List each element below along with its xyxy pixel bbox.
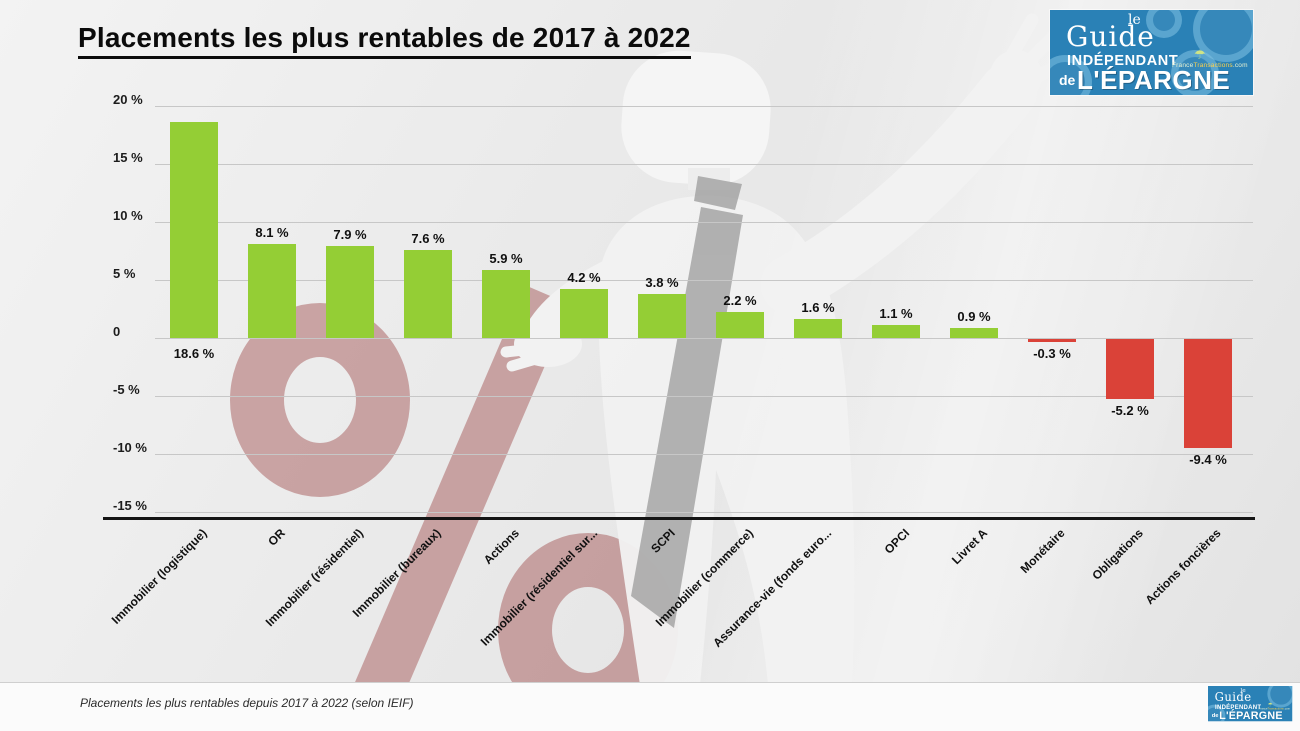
y-axis-tick-label: 10 % (113, 208, 143, 223)
bar (716, 312, 764, 338)
bar-value-label: 3.8 % (645, 274, 679, 290)
source-caption: Placements les plus rentables depuis 201… (80, 696, 414, 710)
umbrella-icon: ☂ (1194, 47, 1206, 62)
x-axis-category-label: Immobilier (logistique) (109, 526, 210, 627)
gridline (155, 222, 1253, 223)
bar-value-label: 7.9 % (333, 227, 367, 243)
x-axis-category-label: Obligations (1089, 526, 1146, 583)
bar-value-label: -5.2 % (1111, 403, 1149, 419)
x-axis-category-label: Actions foncières (1142, 526, 1224, 608)
bar (950, 327, 998, 338)
logo-word-guide: Guide (1214, 690, 1252, 704)
x-axis-category-label: Livret A (948, 526, 990, 568)
logo-word-de: de (1059, 72, 1076, 88)
bar (794, 319, 842, 338)
brand-logo-small: le Guide INDÉPENDANT ☂ FranceTransaction… (1208, 686, 1293, 722)
y-axis-tick-label: -10 % (113, 440, 147, 455)
x-axis-category-label: Immobilier (bureaux) (350, 526, 444, 620)
gridline (155, 396, 1253, 397)
bar (248, 244, 296, 338)
x-axis-category-label: OPCI (881, 526, 912, 557)
bar-value-label: 18.6 % (173, 346, 215, 361)
brand-logo-box: le Guide INDÉPENDANT ☂ FranceTransaction… (1208, 686, 1293, 722)
logo-word-epargne: L'ÉPARGNE (1219, 708, 1283, 722)
bar-value-label: 2.2 % (723, 293, 757, 309)
x-axis-category-label: OR (265, 526, 288, 549)
bar (1106, 339, 1154, 400)
bar (170, 122, 218, 338)
bar-value-label: -9.4 % (1189, 452, 1227, 468)
y-axis-tick-label: 15 % (113, 150, 143, 165)
y-axis-tick-label: 0 (113, 324, 121, 339)
logo-word-le: le (1128, 12, 1141, 28)
gridline (155, 106, 1253, 107)
y-axis-tick-label: 5 % (113, 266, 136, 281)
gridline (155, 338, 1253, 339)
gridline (155, 164, 1253, 165)
umbrella-icon: ☂ (1267, 701, 1273, 708)
logo-word-independant: INDÉPENDANT (1215, 703, 1262, 711)
tie-shape (631, 176, 743, 628)
brand-logo: le Guide INDÉPENDANT ☂ FranceTransaction… (1050, 10, 1253, 95)
logo-site-url: FranceTransactions.com (1258, 707, 1291, 711)
bubble-decoration (1193, 10, 1253, 62)
bar-value-label: 1.6 % (801, 300, 835, 316)
bar-value-label: 1.1 % (879, 306, 913, 322)
y-axis-tick-label: 20 % (113, 92, 143, 107)
bubble-decoration (1208, 704, 1226, 722)
bar-value-label: 5.9 % (489, 250, 523, 266)
logo-site-url: FranceTransactions.com (1172, 62, 1248, 69)
gridline (155, 454, 1253, 455)
logo-word-epargne: L'ÉPARGNE (1077, 65, 1231, 95)
y-axis-tick-label: -5 % (113, 382, 140, 397)
x-axis-category-label: SCPI (648, 526, 678, 556)
x-axis-line (103, 517, 1255, 520)
bar (1028, 339, 1076, 343)
bubble-decoration (1146, 10, 1182, 38)
bar-value-label: 0.9 % (957, 308, 991, 324)
bar (482, 269, 530, 338)
logo-word-le: le (1240, 686, 1246, 694)
bar (872, 325, 920, 338)
bar-value-label: 4.2 % (567, 270, 601, 286)
gridline (155, 512, 1253, 513)
logo-word-guide: Guide (1066, 20, 1155, 53)
bubble-decoration (1267, 686, 1293, 708)
bar (560, 289, 608, 338)
x-axis-category-label: Monétaire (1017, 526, 1068, 576)
bar (638, 293, 686, 338)
bar-value-label: -0.3 % (1033, 346, 1071, 362)
bar-value-label: 8.1 % (255, 225, 289, 241)
brand-logo-box: le Guide INDÉPENDANT ☂ FranceTransaction… (1050, 10, 1253, 95)
gridline (155, 280, 1253, 281)
footer-band: Placements les plus rentables depuis 201… (0, 682, 1300, 731)
bar (326, 246, 374, 338)
bar-value-label: 7.6 % (411, 230, 445, 246)
bubble-decoration (1171, 50, 1219, 95)
x-axis-category-label: Actions (480, 526, 522, 568)
bar (404, 249, 452, 338)
y-axis-tick-label: -15 % (113, 498, 147, 513)
bar (1184, 339, 1232, 449)
page-title: Placements les plus rentables de 2017 à … (78, 22, 691, 59)
logo-word-de: de (1211, 711, 1219, 719)
logo-word-independant: INDÉPENDANT (1067, 53, 1179, 69)
